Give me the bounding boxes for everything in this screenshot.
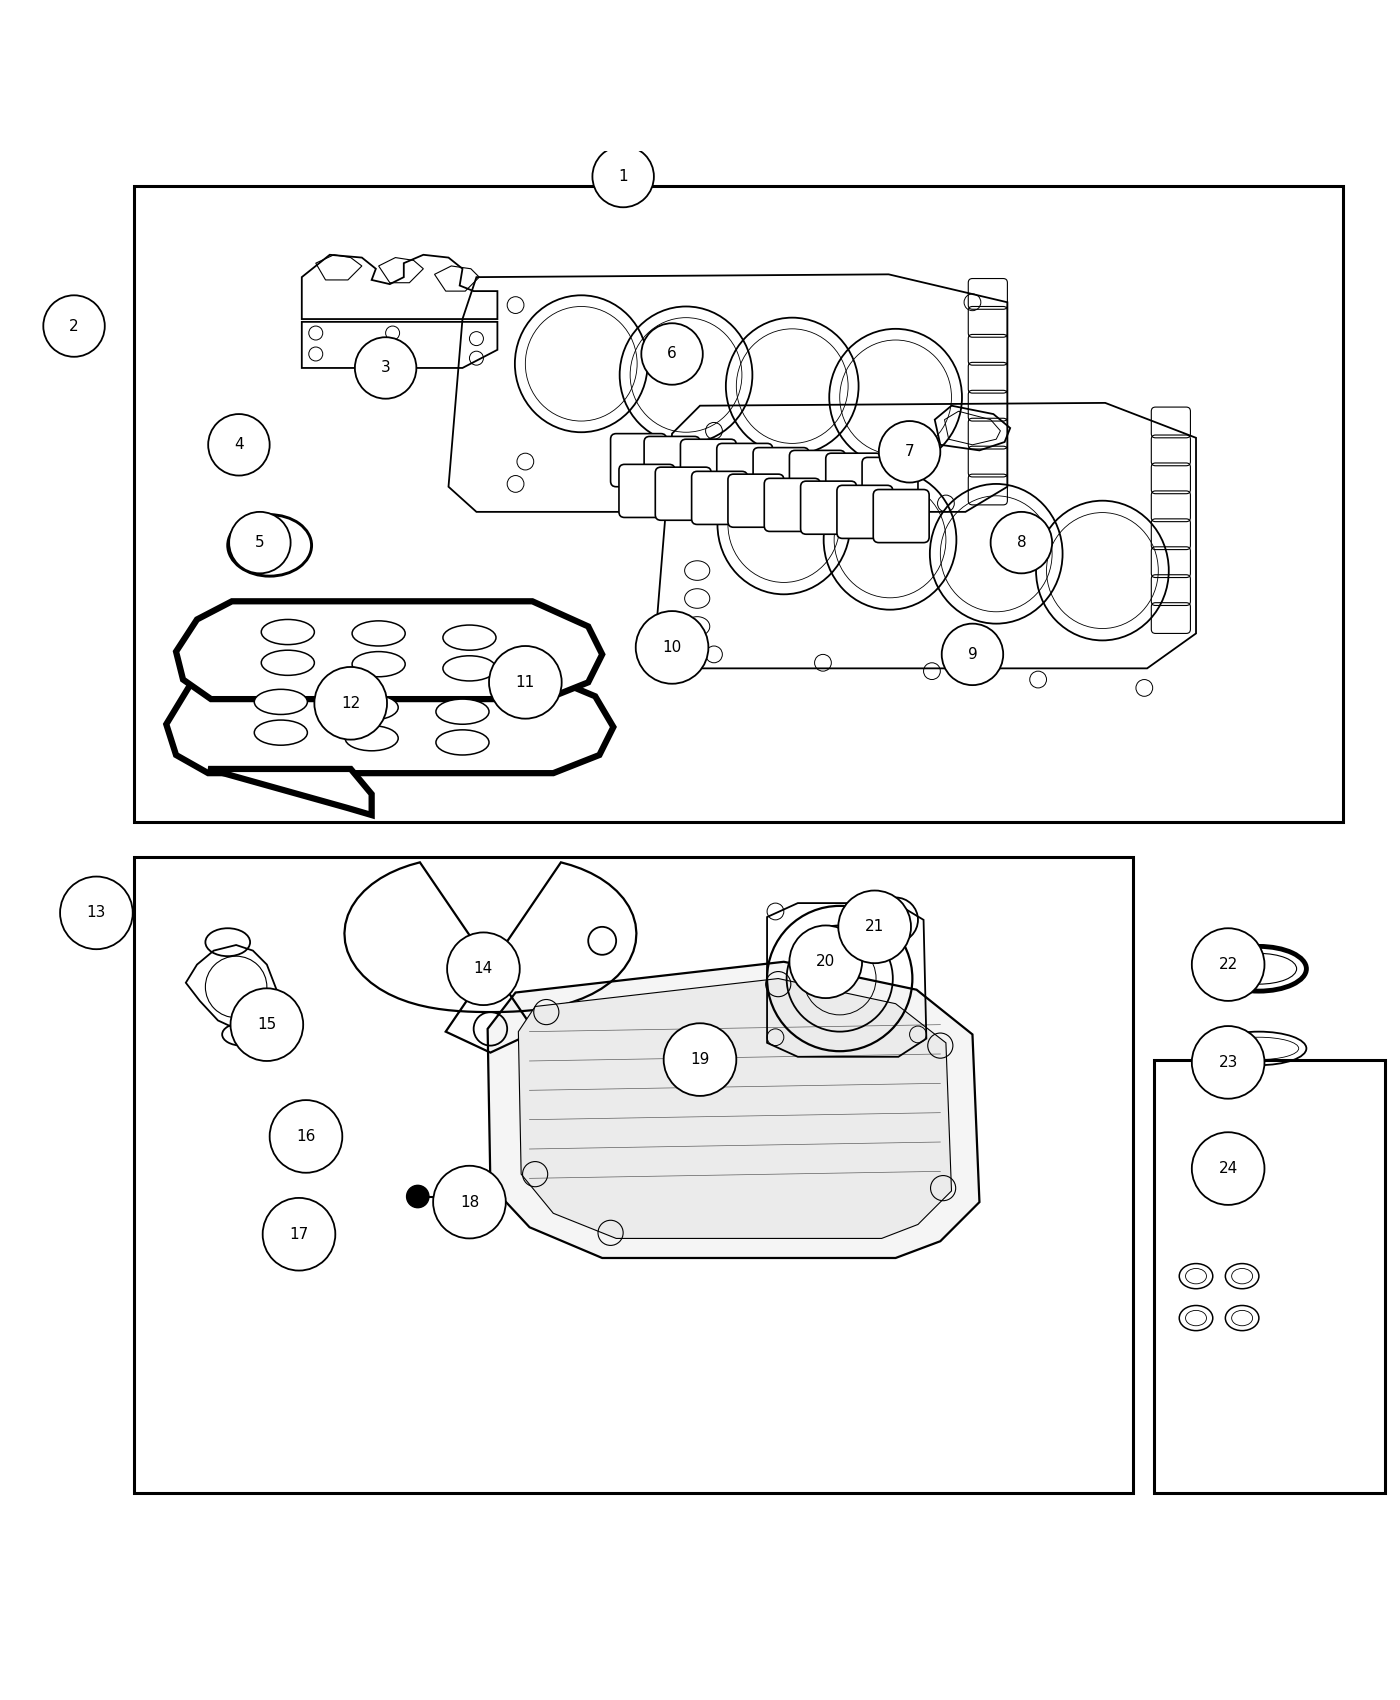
Circle shape xyxy=(879,422,941,483)
FancyBboxPatch shape xyxy=(874,490,930,542)
Circle shape xyxy=(641,323,703,384)
Circle shape xyxy=(263,1198,336,1270)
Text: 2: 2 xyxy=(69,318,78,333)
Ellipse shape xyxy=(255,688,308,714)
Circle shape xyxy=(231,988,304,1061)
Text: 5: 5 xyxy=(255,536,265,551)
Circle shape xyxy=(270,1100,343,1173)
Circle shape xyxy=(489,646,561,719)
Bar xyxy=(134,857,1133,1493)
Text: 9: 9 xyxy=(967,648,977,661)
Circle shape xyxy=(592,146,654,207)
Circle shape xyxy=(315,666,386,740)
Text: 10: 10 xyxy=(662,639,682,655)
Text: 12: 12 xyxy=(342,695,360,711)
Text: 1: 1 xyxy=(619,168,629,184)
Circle shape xyxy=(1191,1027,1264,1098)
Text: 16: 16 xyxy=(297,1129,315,1144)
Ellipse shape xyxy=(435,699,489,724)
Text: 7: 7 xyxy=(904,444,914,459)
FancyBboxPatch shape xyxy=(655,468,711,520)
Circle shape xyxy=(43,296,105,357)
Polygon shape xyxy=(518,979,952,1238)
Ellipse shape xyxy=(442,656,496,682)
Circle shape xyxy=(209,415,270,476)
Text: 4: 4 xyxy=(234,437,244,452)
Circle shape xyxy=(406,1185,428,1207)
FancyBboxPatch shape xyxy=(610,434,666,486)
Text: 11: 11 xyxy=(515,675,535,690)
Text: 17: 17 xyxy=(290,1227,308,1241)
Ellipse shape xyxy=(351,651,405,677)
Text: 21: 21 xyxy=(865,920,885,935)
Ellipse shape xyxy=(442,626,496,649)
FancyBboxPatch shape xyxy=(862,457,918,510)
Circle shape xyxy=(664,1023,736,1096)
Ellipse shape xyxy=(351,620,405,646)
Text: 13: 13 xyxy=(87,906,106,920)
Ellipse shape xyxy=(262,619,315,644)
FancyBboxPatch shape xyxy=(837,484,893,539)
Ellipse shape xyxy=(262,649,315,675)
Circle shape xyxy=(433,1166,505,1238)
Text: 20: 20 xyxy=(816,954,836,969)
Text: 23: 23 xyxy=(1218,1056,1238,1069)
Text: 22: 22 xyxy=(1218,957,1238,972)
Polygon shape xyxy=(176,602,602,699)
Ellipse shape xyxy=(435,729,489,755)
Circle shape xyxy=(790,925,862,998)
Text: 24: 24 xyxy=(1218,1161,1238,1176)
Text: 6: 6 xyxy=(668,347,678,362)
Circle shape xyxy=(991,512,1053,573)
Text: 19: 19 xyxy=(690,1052,710,1068)
FancyBboxPatch shape xyxy=(728,474,784,527)
Polygon shape xyxy=(487,962,980,1258)
Polygon shape xyxy=(209,768,371,814)
FancyBboxPatch shape xyxy=(790,450,846,503)
Circle shape xyxy=(447,932,519,1005)
Text: 15: 15 xyxy=(258,1017,276,1032)
FancyBboxPatch shape xyxy=(644,437,700,490)
Polygon shape xyxy=(167,672,613,774)
Text: 14: 14 xyxy=(473,960,493,976)
Circle shape xyxy=(636,610,708,683)
FancyBboxPatch shape xyxy=(753,447,809,502)
Circle shape xyxy=(1191,928,1264,1001)
FancyBboxPatch shape xyxy=(692,471,748,524)
Circle shape xyxy=(354,337,416,400)
FancyBboxPatch shape xyxy=(619,464,675,517)
Ellipse shape xyxy=(346,726,398,751)
Bar xyxy=(134,187,1343,823)
FancyBboxPatch shape xyxy=(801,481,857,534)
Ellipse shape xyxy=(255,721,308,745)
Circle shape xyxy=(839,891,911,964)
Circle shape xyxy=(942,624,1004,685)
FancyBboxPatch shape xyxy=(826,454,882,507)
Text: 8: 8 xyxy=(1016,536,1026,551)
FancyBboxPatch shape xyxy=(680,439,736,493)
Circle shape xyxy=(232,427,269,462)
Circle shape xyxy=(230,512,291,573)
FancyBboxPatch shape xyxy=(717,444,773,496)
FancyBboxPatch shape xyxy=(764,478,820,532)
Circle shape xyxy=(60,877,133,949)
Ellipse shape xyxy=(346,695,398,721)
Text: 3: 3 xyxy=(381,360,391,376)
Text: 18: 18 xyxy=(459,1195,479,1210)
Circle shape xyxy=(1191,1132,1264,1205)
Bar xyxy=(1154,1059,1385,1493)
